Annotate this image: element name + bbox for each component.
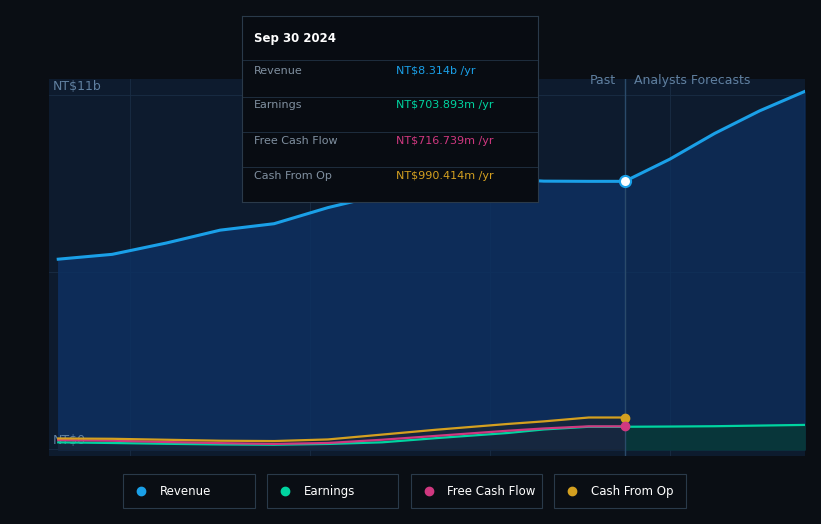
Text: Earnings: Earnings [304, 485, 355, 498]
Text: NT$0: NT$0 [53, 434, 86, 447]
Text: Past: Past [589, 74, 616, 86]
Text: Earnings: Earnings [254, 101, 302, 111]
Text: NT$11b: NT$11b [53, 80, 102, 93]
Text: Sep 30 2024: Sep 30 2024 [254, 32, 336, 46]
Text: NT$716.739m /yr: NT$716.739m /yr [396, 136, 493, 146]
Text: Revenue: Revenue [254, 66, 303, 76]
Text: Cash From Op: Cash From Op [591, 485, 673, 498]
Text: Free Cash Flow: Free Cash Flow [447, 485, 536, 498]
Text: NT$8.314b /yr: NT$8.314b /yr [396, 66, 475, 76]
Text: Cash From Op: Cash From Op [254, 171, 332, 181]
Text: NT$990.414m /yr: NT$990.414m /yr [396, 171, 493, 181]
Text: Revenue: Revenue [160, 485, 212, 498]
Text: Analysts Forecasts: Analysts Forecasts [634, 74, 750, 86]
Text: NT$703.893m /yr: NT$703.893m /yr [396, 101, 493, 111]
Text: Free Cash Flow: Free Cash Flow [254, 136, 337, 146]
